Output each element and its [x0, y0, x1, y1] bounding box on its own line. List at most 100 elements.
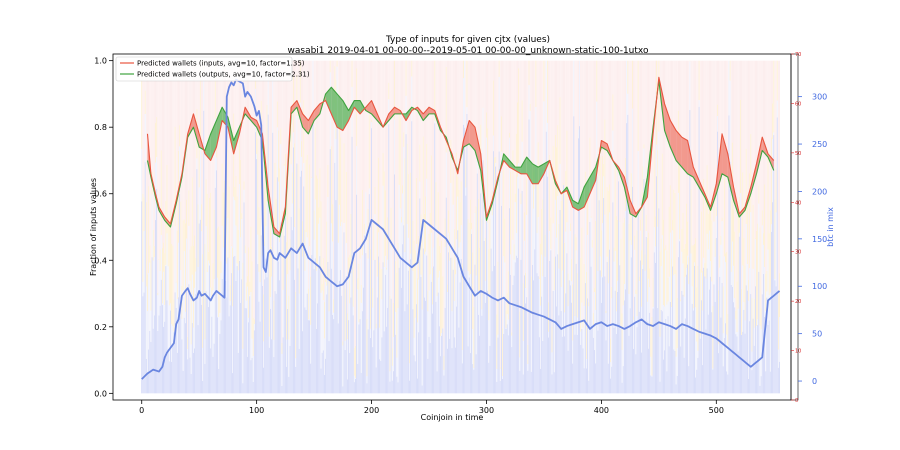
background-bar-segment [542, 276, 544, 342]
background-bar-segment [458, 60, 460, 190]
background-bar-segment [440, 60, 441, 253]
background-bar-segment [489, 218, 491, 295]
background-bar-segment [544, 276, 546, 394]
background-bar-segment [417, 322, 418, 379]
background-bar-segment [745, 223, 747, 286]
background-bar-segment [442, 328, 444, 394]
background-bar-segment [758, 185, 760, 204]
background-bar-segment [627, 93, 629, 115]
background-bar-segment [328, 268, 330, 312]
background-bar-segment [207, 260, 209, 308]
background-bar-segment [163, 60, 164, 243]
background-bar-segment [206, 193, 208, 273]
background-bar-segment [668, 346, 670, 394]
background-bar-segment [322, 300, 324, 351]
background-bar-segment [759, 227, 761, 326]
background-bar-segment [733, 60, 734, 210]
background-bar-segment [367, 258, 369, 330]
background-bar-segment [412, 60, 414, 221]
background-bar-segment [504, 60, 506, 219]
background-bar-segment [509, 60, 510, 133]
background-bar-segment [523, 60, 525, 213]
background-bar-segment [514, 60, 516, 194]
background-bar-segment [409, 60, 410, 267]
background-bar-segment [278, 181, 279, 262]
background-bar-segment [390, 298, 392, 394]
background-bar-segment [445, 60, 447, 67]
background-bar-segment [410, 60, 412, 173]
background-bar-segment [332, 241, 333, 315]
background-bar-segment [541, 254, 543, 297]
background-bar-segment [242, 262, 244, 349]
background-bar-segment [727, 374, 729, 394]
background-bar-segment [270, 60, 271, 215]
x-tick-label: 0 [139, 406, 144, 415]
background-bar-segment [757, 319, 759, 326]
background-bar-segment [245, 308, 247, 394]
background-bar-segment [334, 60, 336, 67]
background-bar-segment [144, 90, 146, 114]
background-bar-segment [525, 303, 526, 394]
background-bar-segment [419, 60, 421, 145]
background-bar-segment [324, 374, 325, 394]
background-bar-segment [273, 339, 275, 358]
background-bar-segment [622, 366, 624, 394]
background-bar-segment [627, 114, 629, 394]
background-bar-segment [567, 306, 569, 351]
background-bar-segment [680, 60, 682, 300]
background-bar-segment [314, 258, 316, 394]
background-bar-segment [580, 344, 582, 394]
background-bar-segment [335, 200, 337, 394]
y-tick-label: 0.4 [94, 256, 107, 265]
background-bar-segment [397, 307, 399, 383]
background-bar-segment [698, 106, 700, 394]
background-bar-segment [141, 60, 143, 149]
background-bar-segment [392, 336, 394, 372]
background-bar-segment [248, 60, 250, 248]
background-bar-segment [371, 60, 372, 120]
background-bar-segment [750, 60, 752, 135]
background-bar-segment [274, 162, 276, 230]
background-bar-segment [406, 60, 408, 144]
background-bar-segment [553, 290, 555, 373]
background-bar-segment [363, 60, 364, 242]
background-bar-segment [569, 285, 571, 394]
background-bar-segment [221, 163, 223, 226]
background-bar-segment [373, 260, 375, 331]
background-bar-segment [322, 350, 324, 394]
background-bar-segment [575, 237, 577, 251]
background-bar-segment [515, 133, 517, 234]
background-bar-segment [664, 306, 665, 351]
background-bar-segment [428, 290, 430, 337]
background-bar-segment [290, 60, 292, 116]
background-bar-segment [404, 60, 406, 159]
background-bar-segment [444, 218, 446, 247]
background-bar-segment [281, 60, 283, 344]
background-bar-segment [765, 60, 767, 274]
background-bar-segment [711, 312, 713, 394]
background-bar-segment [468, 275, 470, 278]
background-bar-segment [181, 318, 183, 340]
x-tick-label: 200 [364, 406, 379, 415]
background-bar-segment [218, 316, 220, 369]
background-bar-segment [178, 242, 179, 298]
background-bar-segment [234, 186, 236, 201]
background-bar-segment [773, 135, 775, 394]
background-bar-segment [714, 256, 716, 302]
background-bar-segment [152, 328, 154, 394]
background-bar-segment [189, 280, 191, 358]
background-bar-segment [576, 334, 578, 394]
background-bar-segment [145, 60, 147, 203]
background-bar-segment [183, 317, 185, 394]
background-bar-segment [392, 303, 394, 337]
background-bar-segment [563, 183, 564, 185]
background-bar-segment [578, 60, 579, 129]
background-bar-segment [718, 290, 720, 345]
background-bar-segment [407, 270, 409, 394]
background-bar-segment [490, 60, 492, 208]
background-bar-segment [473, 306, 475, 368]
background-bar-segment [159, 305, 161, 394]
background-bar-segment [352, 315, 354, 394]
background-bar-segment [166, 233, 168, 301]
background-bar-segment [673, 189, 675, 276]
